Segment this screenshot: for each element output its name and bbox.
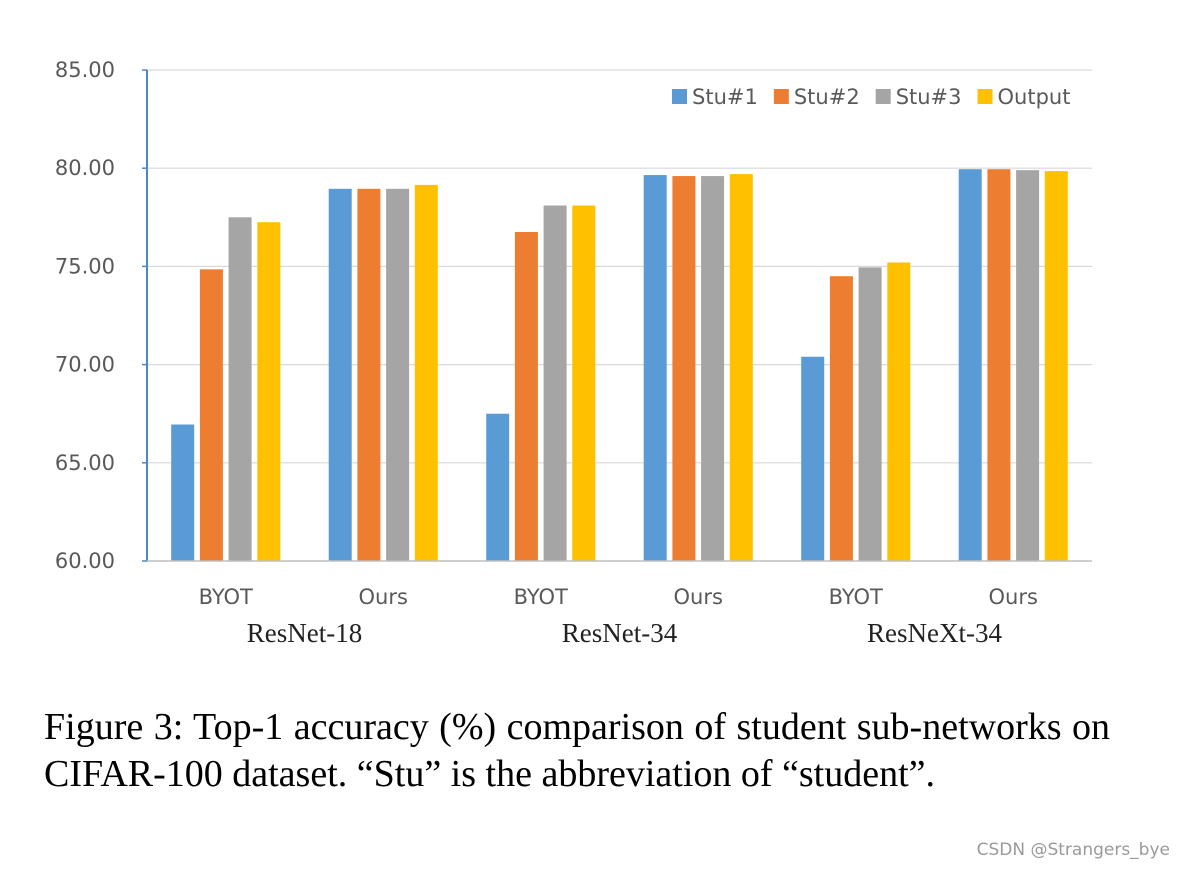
- x-group-label: ResNet-18: [247, 618, 362, 648]
- bar-stu3-3: [701, 176, 725, 561]
- y-tick-label: 85.00: [55, 58, 115, 82]
- bars: [171, 169, 1068, 562]
- bar-stu2-1: [357, 188, 381, 561]
- x-axis-category-labels: BYOT Ours BYOT Ours BYOT Ours: [199, 585, 1038, 609]
- legend-label: Output: [998, 85, 1071, 109]
- bar-output-0: [257, 222, 281, 561]
- bar-stu1-5: [958, 169, 982, 561]
- watermark: CSDN @Strangers_bye: [976, 840, 1170, 860]
- x-group-label: ResNeXt-34: [867, 618, 1002, 648]
- y-tick-label: 80.00: [55, 156, 115, 180]
- bar-stu3-0: [228, 217, 252, 562]
- x-category-label: Ours: [989, 585, 1038, 609]
- legend-swatch: [672, 89, 687, 104]
- legend-swatch: [875, 89, 891, 104]
- figure-caption: Figure 3: Top-1 accuracy (%) comparison …: [44, 706, 1110, 795]
- y-tick-label: 60.00: [55, 549, 115, 573]
- y-tick-label: 70.00: [55, 353, 115, 377]
- x-category-label: Ours: [359, 585, 408, 609]
- x-axis-group-labels: ResNet-18 ResNet-34 ResNeXt-34: [247, 618, 1003, 648]
- bar-output-5: [1044, 171, 1068, 561]
- x-category-label: Ours: [674, 585, 723, 609]
- legend-label: Stu#3: [896, 85, 962, 109]
- legend-swatch: [977, 89, 993, 104]
- legend-swatch: [773, 89, 789, 104]
- bar-stu2-5: [987, 169, 1011, 561]
- axes: [146, 70, 1092, 562]
- x-category-label: BYOT: [514, 585, 568, 609]
- bar-output-4: [887, 262, 911, 561]
- legend: Stu#1 Stu#2 Stu#3 Output: [672, 85, 1070, 109]
- bar-output-3: [729, 174, 753, 562]
- legend-label: Stu#1: [692, 85, 758, 109]
- bar-stu2-3: [672, 176, 696, 561]
- bar-stu1-3: [643, 175, 667, 561]
- bar-stu1-2: [486, 413, 510, 561]
- bar-stu1-1: [328, 188, 352, 561]
- bar-stu3-2: [543, 205, 567, 562]
- y-tick-label: 65.00: [55, 451, 115, 475]
- bar-output-2: [572, 205, 596, 562]
- gridlines: [142, 69, 1092, 562]
- bar-stu1-4: [801, 356, 825, 561]
- bar-stu2-4: [829, 276, 853, 561]
- bar-stu3-4: [858, 267, 882, 561]
- bar-stu2-2: [514, 232, 538, 561]
- bar-stu3-1: [386, 188, 410, 561]
- x-category-label: BYOT: [199, 585, 253, 609]
- bar-stu3-5: [1016, 170, 1040, 561]
- bar-stu1-0: [171, 424, 195, 561]
- y-axis-tick-labels: 60.00 65.00 70.00 75.00 80.00 85.00: [55, 58, 115, 573]
- bar-output-1: [414, 184, 438, 562]
- legend-label: Stu#2: [794, 85, 860, 109]
- x-category-label: BYOT: [829, 585, 883, 609]
- bar-stu2-0: [199, 269, 223, 561]
- x-group-label: ResNet-34: [562, 618, 678, 648]
- y-tick-label: 75.00: [55, 254, 115, 278]
